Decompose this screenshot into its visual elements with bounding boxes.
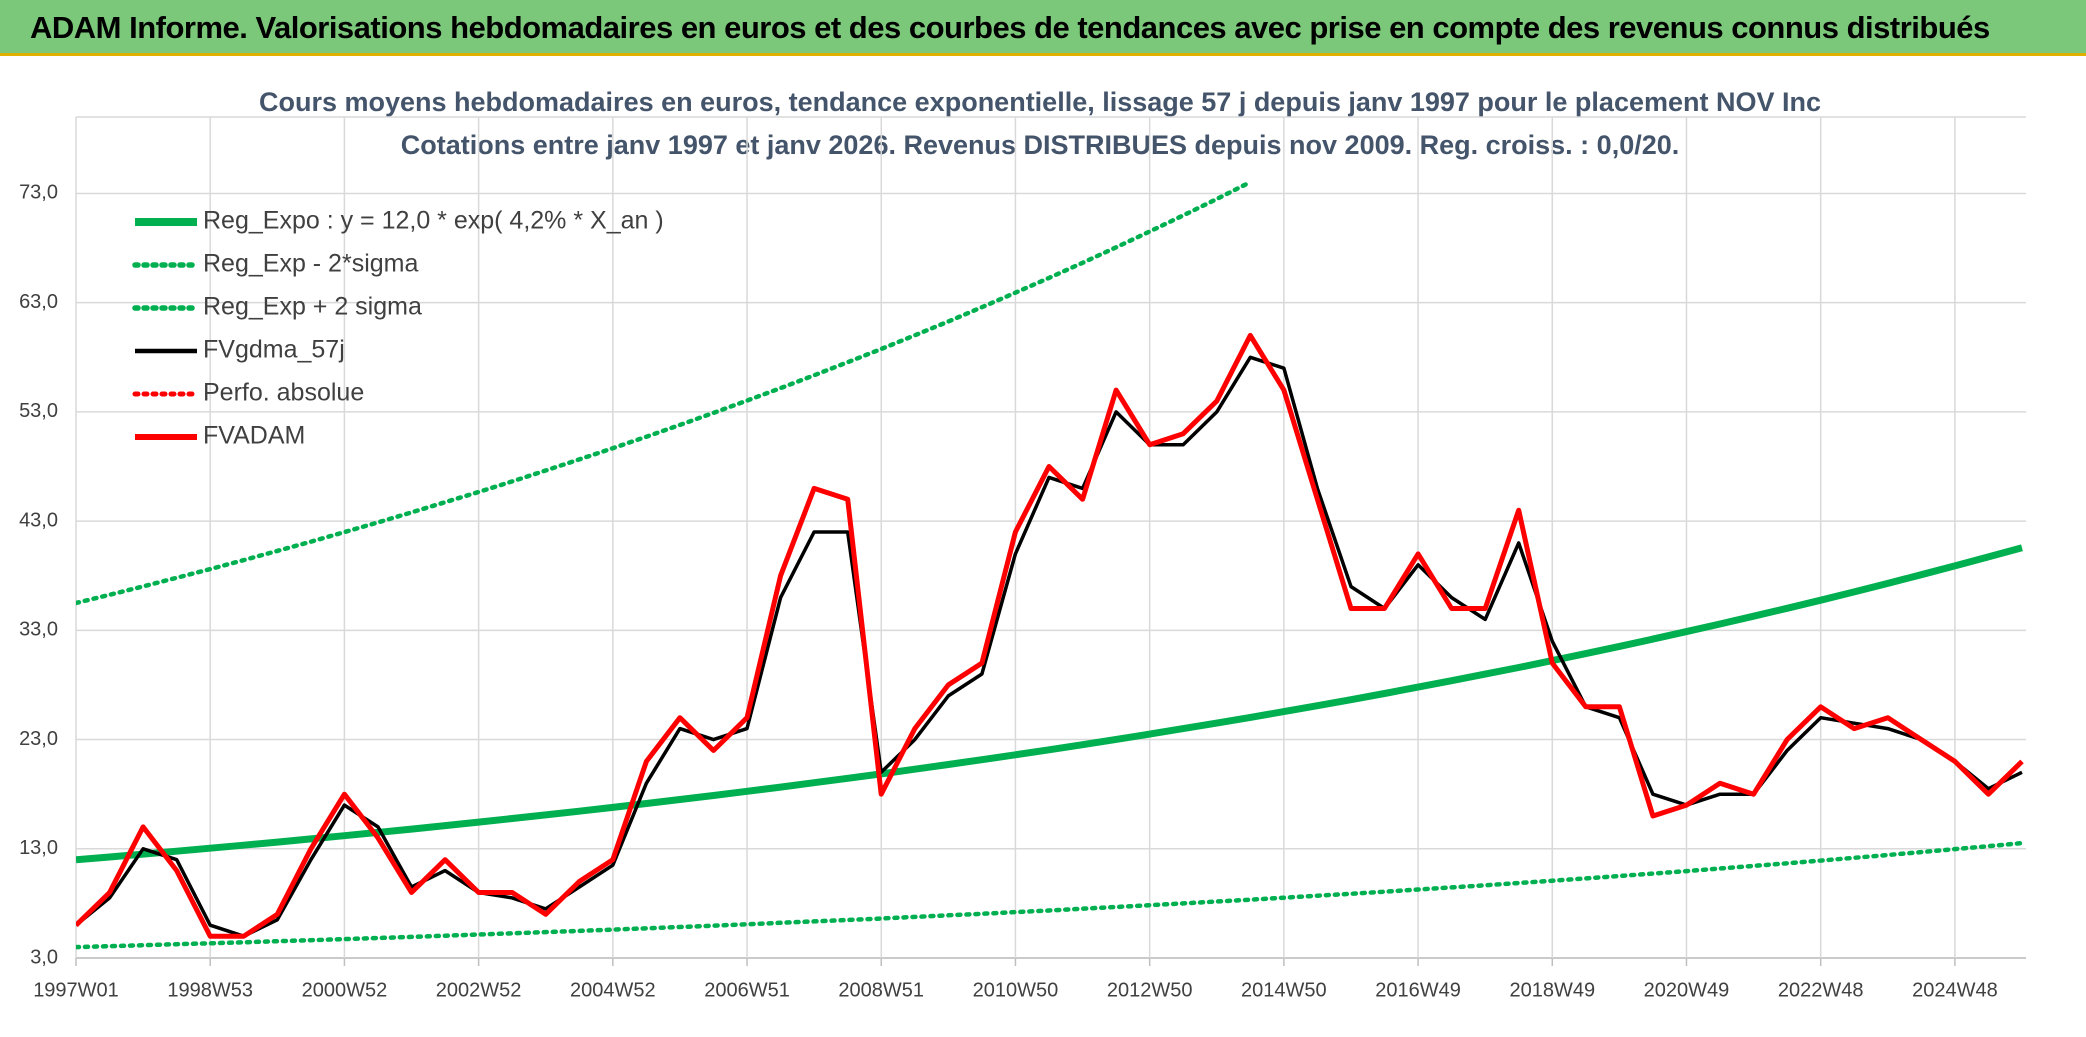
x-tick-label: 2024W48	[1912, 979, 1998, 1001]
legend-label: Reg_Exp - 2*sigma	[203, 250, 418, 278]
series-line	[76, 179, 1253, 606]
plot-lines	[76, 179, 2025, 950]
x-tick-label: 2004W52	[570, 979, 656, 1001]
series-line	[76, 840, 2025, 950]
x-tick-label: 2010W50	[973, 979, 1059, 1001]
series-line	[76, 544, 2023, 864]
chart: Cours moyens hebdomadaires en euros, ten…	[19, 87, 2026, 1001]
x-tick-label: 1997W01	[33, 979, 119, 1001]
legend-label: Reg_Expo : y = 12,0 * exp( 4,2% * X_an )	[203, 207, 664, 235]
x-tick-label: 2012W50	[1107, 979, 1193, 1001]
x-tick-label: 2016W49	[1375, 979, 1461, 1001]
y-tick-label: 33,0	[19, 619, 58, 641]
x-tick-label: 2006W51	[704, 979, 790, 1001]
x-tick-label: 2014W50	[1241, 979, 1327, 1001]
chart-title: Cours moyens hebdomadaires en euros, ten…	[259, 87, 1821, 117]
y-tick-label: 53,0	[19, 400, 58, 422]
x-tick-label: 2002W52	[436, 979, 522, 1001]
y-tick-label: 43,0	[19, 509, 58, 531]
x-tick-label: 2018W49	[1509, 979, 1595, 1001]
series-line	[76, 332, 2024, 939]
legend-label: Perfo. absolue	[203, 379, 364, 407]
x-tick-label: 2022W48	[1778, 979, 1864, 1001]
x-tick-label: 2008W51	[838, 979, 924, 1001]
chart-subtitle: Cotations entre janv 1997 et janv 2026. …	[401, 130, 1680, 160]
legend-label: FVgdma_57j	[203, 336, 345, 364]
legend-label: Reg_Exp + 2 sigma	[203, 293, 422, 321]
grid: 3,0 13,0 23,0 33,0 43,0 53,0 63,0 73,0 1997W01 19…	[19, 116, 2026, 1001]
legend: Reg_Expo : y = 12,0 * exp( 4,2% * X_an )…	[132, 207, 664, 450]
x-tick-label: 1998W53	[167, 979, 253, 1001]
y-tick-label: 3,0	[30, 946, 58, 968]
y-tick-label: 23,0	[19, 728, 58, 750]
header-bar: ADAM Informe. Valorisations hebdomadaire…	[0, 0, 2086, 56]
header-title: ADAM Informe. Valorisations hebdomadaire…	[30, 10, 1990, 45]
legend-label: FVADAM	[203, 422, 305, 450]
x-tick-label: 2000W52	[302, 979, 388, 1001]
y-tick-label: 13,0	[19, 837, 58, 859]
y-tick-label: 73,0	[19, 182, 58, 204]
series-line	[76, 355, 2023, 938]
x-tick-label: 2020W49	[1644, 979, 1730, 1001]
y-tick-label: 63,0	[19, 291, 58, 313]
